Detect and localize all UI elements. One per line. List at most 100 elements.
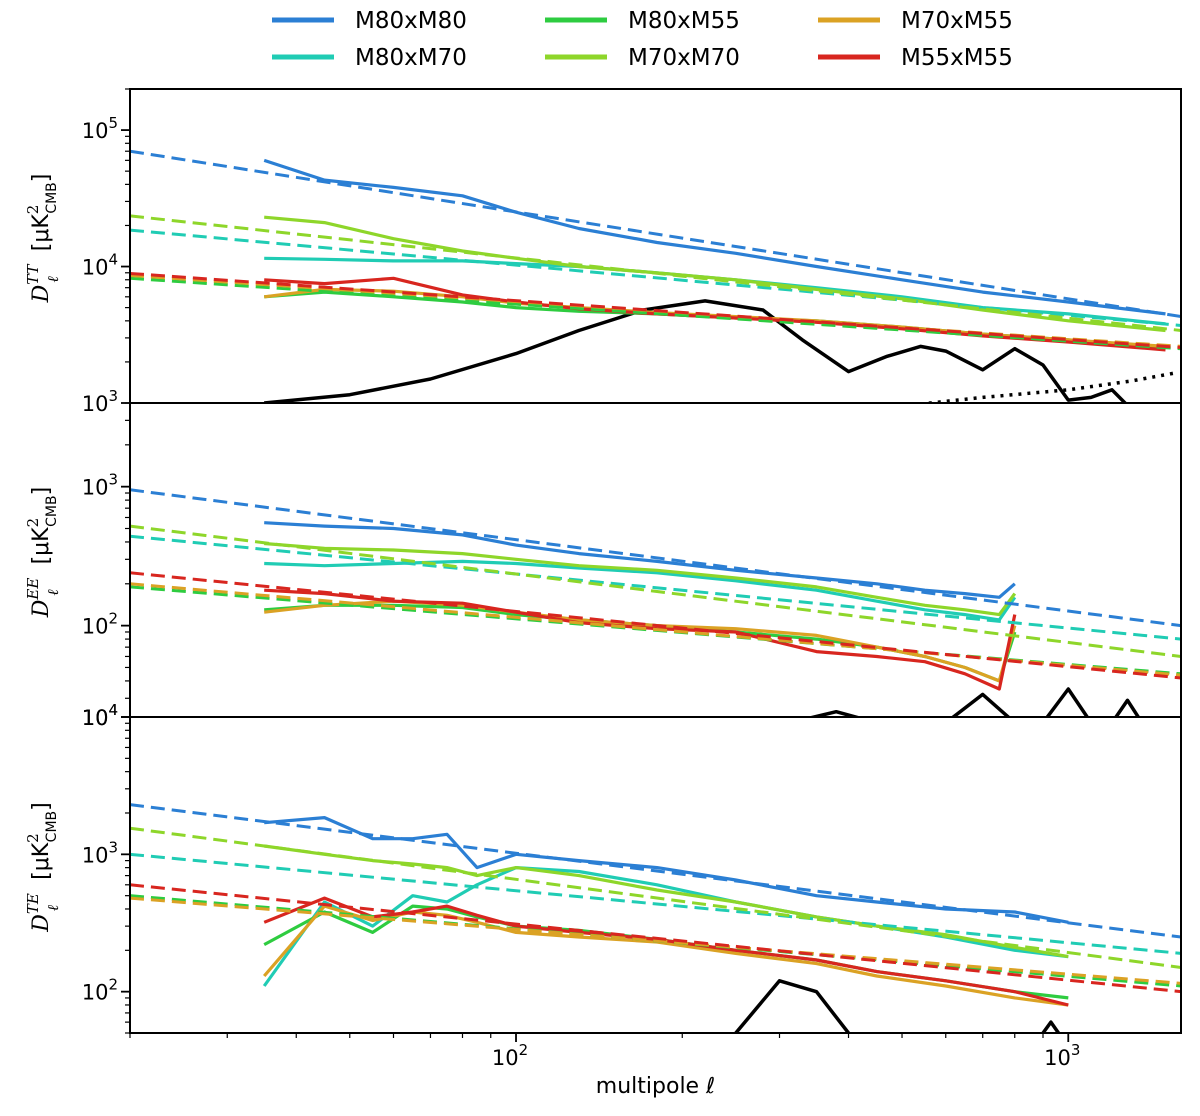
ylabel-unit: [μK — [29, 527, 54, 572]
ylabel-unit-sup: 2 — [24, 205, 42, 215]
y-tick-base: 10 — [82, 392, 109, 416]
ylabel-unit-close: ] — [29, 487, 54, 496]
y-tick-label: 103 — [82, 387, 118, 416]
spectrum-tt-m80xm80 — [263, 158, 1166, 316]
theory-curve-ee-3 — [1113, 698, 1141, 717]
legend-label-m80xm55: M80xM55 — [628, 8, 740, 34]
fit-te-m55xm55 — [130, 883, 1181, 994]
theory-curve-ee-1 — [950, 692, 1011, 717]
y-axis-label-te: DTE ℓ [μK2 CMB] — [24, 802, 62, 932]
y-tick-exponent: 2 — [108, 610, 118, 628]
legend-label-m80xm70: M80xM70 — [355, 45, 467, 71]
y-tick-base: 10 — [82, 476, 109, 500]
y-tick-base: 10 — [82, 843, 109, 867]
plot-area-te — [130, 803, 1181, 1033]
y-axis-label-tt: DTT ℓ [μK2 CMB] — [24, 174, 62, 304]
spectrum-te-m55xm55 — [263, 896, 1069, 1007]
fit-te-m80xm70 — [130, 852, 1181, 955]
y-tick-label: 104 — [82, 701, 118, 730]
y-tick-exponent: 4 — [108, 251, 118, 269]
theory-curve-ee-0 — [806, 709, 863, 717]
legend: M80xM80 M80xM70 M80xM55 M70xM70 M70xM55 M55xM… — [272, 8, 1013, 71]
ylabel-unit: [μK — [29, 842, 54, 887]
y-tick-label: 104 — [82, 251, 118, 280]
legend-label-m70xm70: M70xM70 — [628, 45, 740, 71]
y-tick-exponent: 3 — [108, 471, 118, 489]
fit-te-m70xm55 — [130, 896, 1181, 985]
ylabel-unit: [μK — [29, 214, 54, 259]
y-tick-base: 10 — [82, 981, 109, 1005]
plot-area-ee — [130, 488, 1181, 717]
y-tick-label: 102 — [82, 976, 118, 1005]
fit-te-m70xm70 — [130, 826, 1181, 969]
x-tick-exponent: 3 — [1071, 1041, 1081, 1059]
spectrum-ee-m70xm70 — [264, 541, 1017, 617]
ylabel-unit-close: ] — [29, 174, 54, 183]
ylabel-d: D — [29, 284, 54, 303]
theory-curve-te-1 — [1041, 1020, 1060, 1033]
y-tick-exponent: 3 — [108, 838, 118, 856]
fit-tt-m55xm55 — [130, 271, 1181, 350]
plot-area-tt — [130, 149, 1181, 403]
fit-ee-m80xm70 — [130, 534, 1181, 641]
panel-frame-tt — [129, 88, 1182, 404]
spectrum-ee-m70xm55 — [264, 599, 1017, 683]
x-axis-label: multipole ℓ — [596, 1074, 715, 1099]
x-tick-exponent: 2 — [519, 1041, 529, 1059]
ylabel-unit-sup: 2 — [24, 518, 42, 528]
fit-te-m80xm80 — [130, 803, 1181, 939]
y-tick-exponent: 5 — [108, 114, 118, 132]
fit-tt-m70xm70 — [130, 214, 1181, 332]
ylabel-unit-sup: 2 — [24, 833, 42, 843]
y-tick-label: 105 — [82, 114, 118, 143]
theory-curve-te-0 — [734, 979, 850, 1033]
fit-tt-m80xm80 — [130, 149, 1181, 319]
x-tick-base: 10 — [1044, 1046, 1071, 1070]
fit-ee-m70xm70 — [130, 524, 1181, 658]
y-tick-exponent: 3 — [108, 387, 118, 405]
fit-ee-m55xm55 — [130, 571, 1181, 680]
y-tick-exponent: 4 — [108, 701, 118, 719]
y-tick-label: 103 — [82, 471, 118, 500]
ylabel-sub: ℓ — [44, 276, 62, 282]
y-axis-label-ee: DEE ℓ [μK2 CMB] — [24, 487, 62, 618]
y-tick-base: 10 — [82, 119, 109, 143]
x-tick-base: 10 — [492, 1046, 519, 1070]
y-tick-base: 10 — [82, 615, 109, 639]
y-tick-exponent: 2 — [108, 976, 118, 994]
legend-label-m55xm55: M55xM55 — [901, 45, 1013, 71]
y-tick-label: 102 — [82, 610, 118, 639]
ylabel-sup: TT — [24, 263, 42, 284]
spectrum-ee-m80xm55 — [264, 603, 1017, 683]
ylabel-sub: ℓ — [44, 905, 62, 911]
legend-label-m80xm80: M80xM80 — [355, 8, 467, 34]
ylabel-unit-sub: CMB — [44, 811, 60, 842]
panel-frame-te — [129, 716, 1182, 1034]
ylabel-sub: ℓ — [44, 589, 62, 595]
ylabel-unit-close: ] — [29, 802, 54, 811]
ylabel-sup: EE — [24, 578, 42, 601]
y-tick-label: 103 — [82, 838, 118, 867]
fit-ee-m80xm80 — [130, 488, 1181, 628]
y-tick-base: 10 — [82, 706, 109, 730]
legend-label-m70xm55: M70xM55 — [901, 8, 1013, 34]
ylabel-unit-sub: CMB — [44, 495, 60, 526]
theory-curve-tt-1 — [913, 371, 1174, 403]
spectrum-te-m70xm55 — [262, 904, 1069, 1007]
theory-curve-ee-2 — [1045, 687, 1090, 717]
fit-ee-m70xm55 — [130, 582, 1181, 677]
ylabel-d: D — [29, 599, 54, 618]
y-tick-base: 10 — [82, 256, 109, 280]
y-tick-exponent: 4 — [108, 701, 118, 719]
fit-tt-m80xm55 — [130, 276, 1181, 351]
spectrum-ee-m80xm80 — [264, 521, 1016, 599]
x-tick-label-1: 103 — [1044, 1041, 1080, 1070]
ylabel-d: D — [29, 914, 54, 933]
fit-tt-m80xm70 — [130, 228, 1181, 327]
ylabel-sup: TE — [24, 893, 42, 914]
